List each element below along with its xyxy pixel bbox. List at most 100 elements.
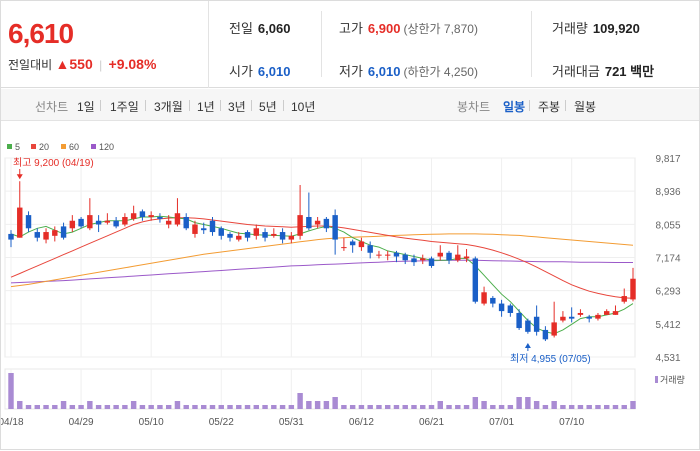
y-tick-label: 8,055	[655, 220, 680, 231]
candle-body	[87, 215, 93, 229]
ma60-line	[10, 233, 634, 288]
candle-body	[498, 303, 505, 312]
volume-bar	[455, 405, 461, 409]
period-5y[interactable]: 5년	[259, 100, 277, 114]
divider	[531, 11, 532, 77]
volume-bar	[551, 401, 557, 409]
candle-weekly[interactable]: 주봉	[538, 100, 561, 114]
candle-body	[525, 320, 531, 332]
divider	[251, 100, 252, 111]
candle-body	[472, 258, 479, 302]
candle-monthly[interactable]: 월봉	[574, 100, 597, 114]
legend-label: 60	[69, 142, 79, 152]
candle-body	[78, 218, 84, 227]
candle-body	[358, 241, 365, 248]
volume-bar	[25, 405, 32, 409]
candle-body	[507, 305, 514, 313]
volume-bar	[560, 405, 566, 409]
volume-bar	[595, 405, 601, 409]
period-3m[interactable]: 3개월	[154, 100, 183, 114]
low-value: 6,010	[367, 64, 401, 79]
period-1d[interactable]: 1일	[77, 100, 95, 114]
quote-header: 6,610 전일대비 ▲550 | +9.08% 전일 6,060 시가 6,010…	[1, 1, 699, 88]
period-bar: 선차트 1일 1주일 3개월 1년 3년 5년 10년 봉차트 일봉 주봉 월봉	[1, 89, 699, 121]
volume-bar	[148, 405, 154, 409]
legend-swatch	[31, 144, 36, 149]
period-1w[interactable]: 1주일	[110, 100, 139, 114]
y-tick-label: 9,817	[655, 154, 680, 165]
legend-label: 5	[15, 142, 20, 152]
period-3y[interactable]: 3년	[228, 100, 246, 114]
candle-body	[17, 207, 23, 238]
candle-body	[560, 316, 566, 321]
open-label: 시가	[229, 64, 253, 79]
candle-body	[595, 314, 601, 319]
divider: |	[99, 58, 103, 72]
candle-body	[604, 311, 610, 315]
line-chart-label: 선차트	[35, 100, 69, 114]
candle-body	[139, 211, 146, 217]
candle-body	[481, 292, 487, 304]
volume-bar	[227, 405, 233, 409]
volume-bar	[384, 405, 391, 409]
divider	[220, 100, 221, 111]
legend-label: 120	[99, 142, 114, 152]
candle-body	[218, 228, 224, 236]
candle-body	[227, 233, 233, 238]
ma120-line	[10, 259, 633, 284]
candle-body	[612, 311, 619, 315]
amount-unit: 백만	[630, 64, 655, 79]
low-label: 저가	[339, 64, 363, 79]
volume-info: 거래량 109,920	[552, 18, 640, 37]
volume-bar	[437, 401, 443, 409]
volume-bar	[446, 405, 452, 409]
volume-bar	[52, 405, 58, 409]
high-value: 6,900	[367, 21, 401, 36]
volume-bar	[165, 405, 172, 409]
candle-body	[271, 233, 277, 236]
volume-bar	[183, 405, 189, 409]
volume-bar	[411, 405, 417, 409]
divider	[189, 100, 190, 111]
volume-bar	[604, 405, 610, 409]
up-arrow-icon: ▲	[55, 56, 70, 72]
volume-bar	[279, 405, 286, 409]
y-tick-label: 6,293	[655, 287, 680, 298]
candle-body	[332, 215, 338, 240]
volume-bar	[323, 401, 330, 409]
divider	[565, 100, 566, 111]
candle-daily[interactable]: 일봉	[503, 100, 526, 114]
period-1y[interactable]: 1년	[197, 100, 215, 114]
candle-body	[236, 235, 242, 240]
period-10y[interactable]: 10년	[291, 100, 316, 114]
x-tick-label: 05/22	[209, 417, 234, 428]
change-label: 전일대비	[8, 58, 53, 72]
volume-bar	[218, 405, 224, 409]
legend-swatch	[61, 144, 66, 149]
volume-bar	[297, 393, 303, 409]
volume-bar	[612, 405, 619, 409]
candle-body	[393, 252, 400, 257]
amount-value: 721	[604, 64, 627, 79]
amount-info: 거래대금 721 백만	[552, 61, 654, 80]
candle-body	[349, 241, 356, 246]
candle-body	[516, 312, 522, 329]
candle-chart-label: 봉차트	[457, 100, 491, 114]
volume-bar	[542, 405, 549, 409]
candle-body	[183, 216, 189, 229]
candle-body	[95, 220, 102, 225]
x-tick-label: 05/10	[139, 417, 164, 428]
volume-value: 109,920	[592, 21, 640, 36]
volume-bar	[358, 405, 365, 409]
legend-swatch	[91, 144, 96, 149]
candle-body	[174, 213, 181, 225]
candle-body	[428, 258, 435, 266]
low-price: 저가 6,010 (하한가 4,250)	[339, 61, 478, 80]
volume-legend-label: 거래량	[660, 374, 685, 385]
volume-bar	[271, 405, 277, 409]
volume-bar	[95, 405, 102, 409]
candle-body	[455, 254, 461, 261]
open-value: 6,010	[257, 64, 291, 79]
volume-bar	[586, 405, 592, 409]
